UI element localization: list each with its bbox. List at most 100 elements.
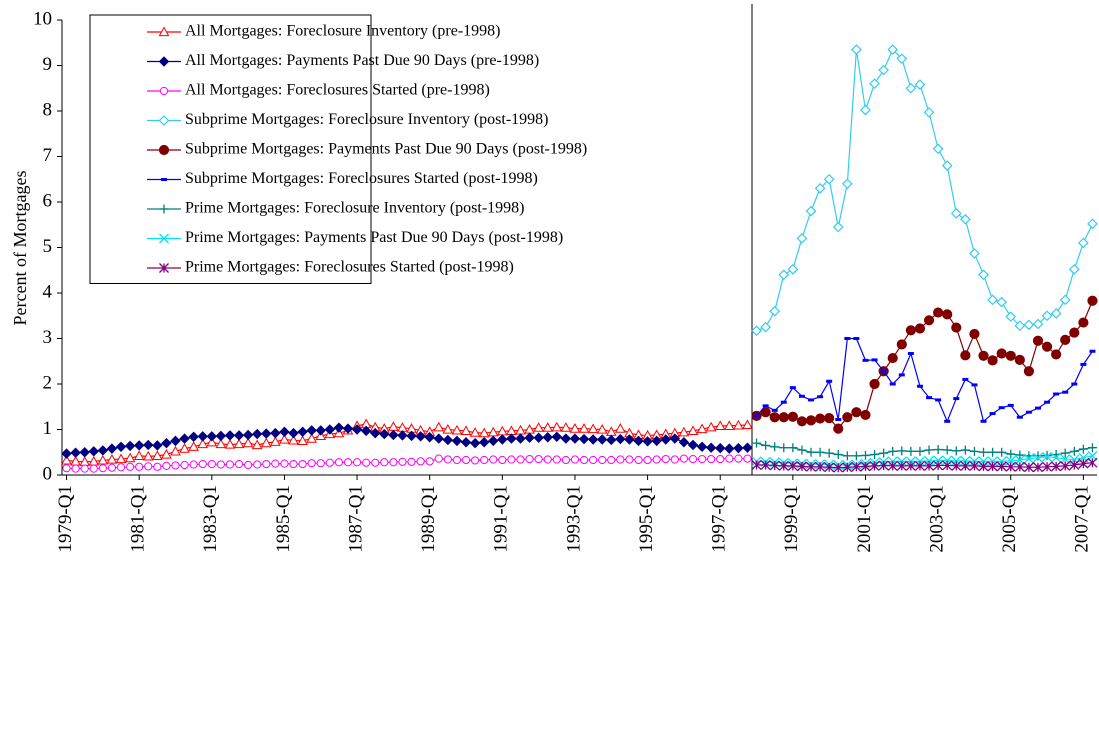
marker (89, 464, 98, 473)
marker (261, 428, 272, 439)
marker (996, 296, 1008, 308)
marker (779, 443, 789, 453)
marker (242, 437, 254, 448)
marker (760, 321, 771, 333)
marker (914, 79, 926, 90)
marker (661, 454, 670, 464)
marker (860, 450, 870, 460)
marker (1032, 318, 1044, 330)
marker (643, 455, 652, 465)
marker (988, 447, 998, 457)
legend-marker (159, 233, 169, 244)
legend-label: Subprime Mortgages: Payments Past Due 90… (185, 141, 587, 158)
marker (960, 455, 971, 466)
legend-marker (159, 204, 169, 214)
marker (969, 446, 979, 456)
marker (1015, 450, 1025, 460)
y-tick-label: 2 (43, 372, 53, 393)
legend-label: Subprime Mortgages: Foreclosures Started… (185, 170, 538, 187)
marker (987, 294, 998, 306)
marker (280, 459, 289, 468)
series-line (66, 423, 748, 463)
marker (678, 426, 690, 437)
marker (407, 457, 416, 466)
marker (598, 455, 607, 465)
marker (79, 447, 90, 458)
marker (1078, 444, 1088, 454)
marker (244, 460, 253, 470)
marker (153, 462, 162, 471)
marker (752, 438, 762, 448)
marker (887, 460, 898, 471)
marker (116, 463, 126, 472)
marker (569, 423, 581, 433)
marker (434, 454, 443, 463)
marker (616, 455, 625, 464)
marker (379, 428, 390, 440)
marker (697, 454, 707, 464)
marker (905, 82, 917, 94)
marker (215, 438, 227, 449)
marker (987, 461, 998, 472)
marker (879, 448, 889, 458)
marker (634, 455, 643, 465)
marker (343, 458, 353, 467)
marker (170, 435, 181, 447)
marker (388, 421, 399, 431)
marker (61, 448, 72, 459)
marker (941, 160, 953, 171)
marker (805, 415, 817, 426)
marker (669, 433, 681, 444)
legend-label: All Mortgages: Foreclosures Started (pre… (185, 82, 490, 99)
marker (969, 456, 980, 467)
marker (306, 425, 317, 436)
marker (751, 325, 762, 337)
marker (942, 445, 952, 455)
marker (778, 460, 789, 471)
marker (551, 431, 563, 442)
marker (234, 459, 244, 469)
marker (651, 435, 662, 447)
marker (869, 78, 880, 90)
marker (987, 456, 998, 467)
marker (778, 412, 789, 423)
marker (88, 446, 99, 457)
marker (960, 350, 971, 361)
marker (897, 446, 907, 456)
marker (442, 434, 454, 446)
marker (1059, 294, 1071, 306)
marker (171, 461, 180, 470)
marker (1005, 311, 1017, 323)
marker (1023, 453, 1034, 464)
marker (951, 446, 961, 456)
marker (896, 53, 908, 65)
marker (914, 323, 926, 334)
marker (1087, 218, 1098, 230)
marker (133, 450, 145, 460)
marker (960, 213, 971, 225)
marker (97, 454, 109, 465)
marker (933, 307, 944, 318)
marker (70, 447, 81, 458)
marker (860, 461, 871, 472)
marker (262, 459, 271, 469)
marker (734, 454, 743, 463)
marker (1051, 461, 1062, 472)
marker (106, 443, 118, 454)
marker (887, 44, 899, 55)
marker (960, 460, 971, 471)
marker (1041, 341, 1053, 352)
marker (924, 455, 934, 466)
marker (1023, 366, 1035, 377)
x-tick-label: 1989-Q1 (418, 485, 439, 553)
marker (796, 233, 808, 244)
marker (742, 442, 753, 453)
series-line (66, 458, 748, 470)
marker (724, 443, 735, 454)
marker (1050, 308, 1062, 319)
marker (206, 431, 218, 442)
marker (315, 425, 326, 436)
marker (696, 441, 708, 452)
marker (380, 458, 389, 467)
marker (452, 455, 462, 465)
